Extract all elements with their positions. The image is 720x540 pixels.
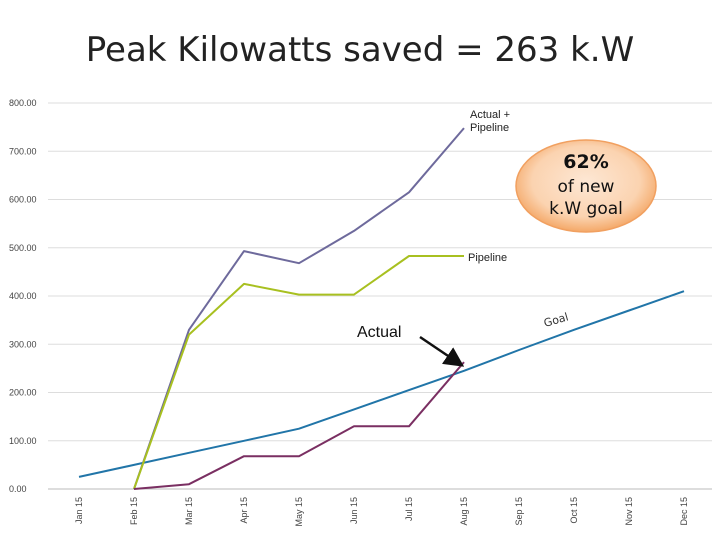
- y-tick-label: 700.00: [9, 146, 37, 156]
- x-tick-label: Dec 15: [679, 497, 689, 526]
- x-tick-label: Apr 15: [239, 497, 249, 524]
- badge-line1: of new: [558, 177, 615, 197]
- badge-line2: k.W goal: [549, 199, 623, 219]
- x-tick-label: Jan 15: [74, 497, 84, 524]
- x-tick-label: May 15: [294, 497, 304, 527]
- series-line-actual-pipeline: [133, 127, 465, 490]
- annotation-actual-pipeline-line1: Actual +: [470, 109, 510, 121]
- annotation-actual: Actual: [357, 324, 401, 341]
- x-tick-label: Jun 15: [349, 497, 359, 524]
- x-tick-label: Jul 15: [404, 497, 414, 521]
- series-line-pipeline: [133, 255, 464, 490]
- y-tick-label: 500.00: [9, 243, 37, 253]
- y-tick-label: 600.00: [9, 195, 37, 205]
- x-tick-label: Oct 15: [569, 497, 579, 524]
- y-tick-label: 100.00: [9, 436, 37, 446]
- goal-percent-badge: 62% of new k.W goal: [515, 139, 657, 233]
- series-line-actual: [133, 361, 465, 490]
- y-tick-label: 0.00: [9, 484, 27, 494]
- x-tick-label: Mar 15: [184, 497, 194, 525]
- x-tick-label: Sep 15: [514, 497, 524, 526]
- actual-arrow: [419, 335, 465, 367]
- annotation-goal: Goal: [542, 310, 570, 329]
- x-tick-label: Aug 15: [459, 497, 469, 526]
- annotation-pipeline: Pipeline: [468, 252, 507, 264]
- y-tick-label: 300.00: [9, 339, 37, 349]
- y-tick-label: 800.00: [9, 98, 37, 108]
- badge-percent: 62%: [563, 151, 608, 173]
- series-line-goal: [78, 290, 685, 478]
- x-tick-label: Nov 15: [624, 497, 634, 526]
- chart-title: Peak Kilowatts saved = 263 k.W: [85, 30, 635, 70]
- x-tick-label: Feb 15: [129, 497, 139, 525]
- y-tick-label: 400.00: [9, 291, 37, 301]
- annotation-actual-pipeline-line2: Pipeline: [470, 122, 509, 134]
- y-tick-label: 200.00: [9, 388, 37, 398]
